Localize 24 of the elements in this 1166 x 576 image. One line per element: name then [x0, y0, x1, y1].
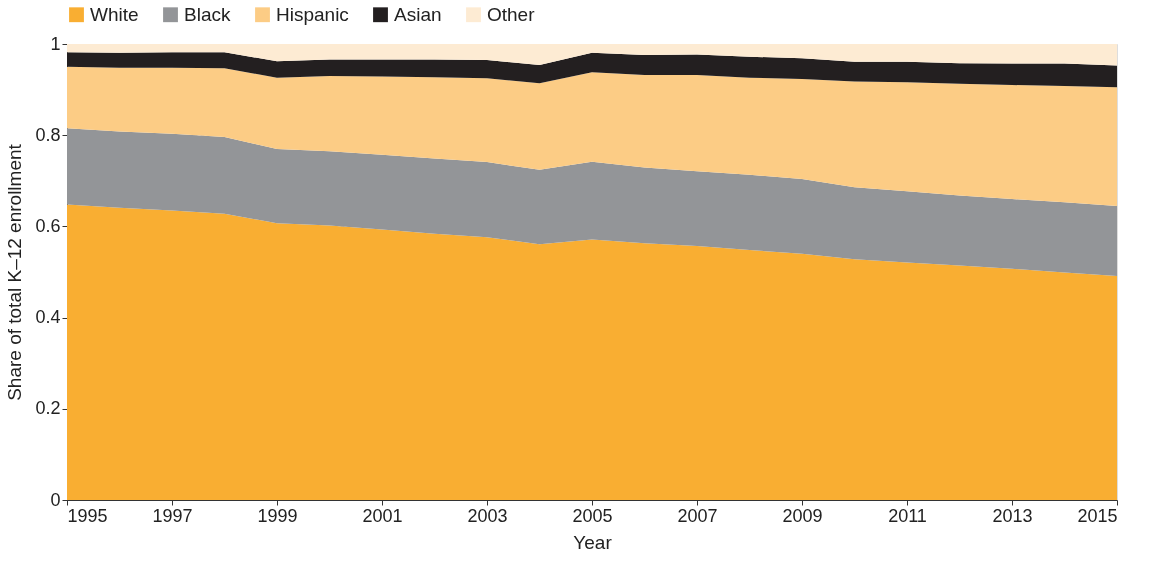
- x-tick-label: 2001: [362, 505, 403, 526]
- x-tick-label: 2011: [888, 505, 927, 526]
- legend-label: White: [90, 3, 139, 25]
- x-tick-label: 1995: [67, 505, 108, 526]
- x-axis-title: Year: [573, 531, 613, 553]
- y-tick-label: 0.8: [35, 124, 61, 145]
- y-axis-title: Share of total K–12 enrollment: [4, 143, 26, 401]
- y-tick-label: 0: [50, 489, 61, 510]
- x-tick-label: 2009: [782, 505, 823, 526]
- x-tick-label: 1997: [152, 505, 193, 526]
- x-tick-label: 2007: [677, 505, 718, 526]
- y-tick-label: 0.4: [35, 307, 61, 328]
- x-tick-label: 2005: [572, 505, 613, 526]
- x-tick-label: 2013: [992, 505, 1033, 526]
- y-tick-label: 0.2: [35, 398, 61, 419]
- legend-label: Black: [184, 3, 231, 25]
- x-tick-label: 2003: [467, 505, 508, 526]
- x-tick-label: 1999: [257, 505, 298, 526]
- legend-label: Hispanic: [276, 3, 349, 25]
- legend-label: Asian: [394, 3, 442, 25]
- y-tick-label: 0.6: [35, 215, 61, 236]
- legend-label: Other: [487, 3, 536, 25]
- x-tick-label: 2015: [1077, 505, 1118, 526]
- y-tick-label: 1: [50, 33, 61, 54]
